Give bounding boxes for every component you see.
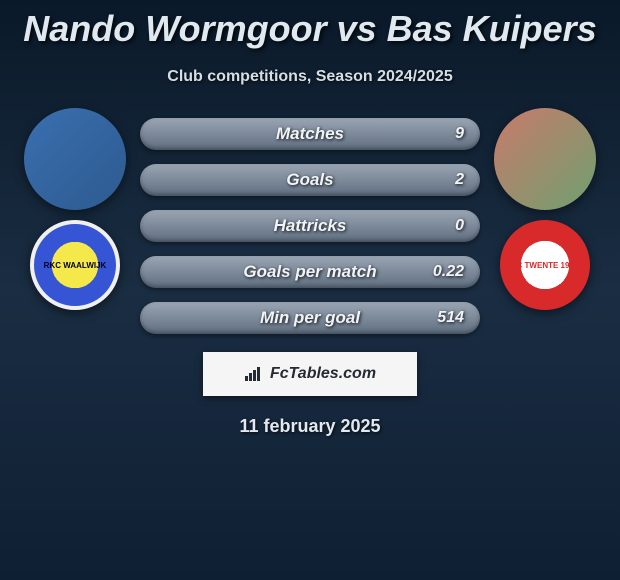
stat-row-matches: Matches 9 xyxy=(140,118,480,150)
stat-value-right: 0 xyxy=(455,217,464,235)
stat-row-goals: Goals 2 xyxy=(140,164,480,196)
date-label: 11 february 2025 xyxy=(0,416,620,437)
stats-column: Matches 9 Goals 2 Hattricks 0 Goals per … xyxy=(140,118,480,334)
stat-value-right: 2 xyxy=(455,171,464,189)
stat-row-goals-per-match: Goals per match 0.22 xyxy=(140,256,480,288)
stat-value-right: 0.22 xyxy=(433,263,464,281)
team-badge-left-label: RKC WAALWIJK xyxy=(44,261,107,270)
left-column: RKC WAALWIJK xyxy=(20,108,130,310)
brand-label: FcTables.com xyxy=(270,365,376,383)
page-title: Nando Wormgoor vs Bas Kuipers xyxy=(0,0,620,50)
stat-label: Min per goal xyxy=(260,308,360,328)
stat-label: Goals xyxy=(286,170,333,190)
brand-box[interactable]: FcTables.com xyxy=(203,352,417,396)
stat-value-right: 514 xyxy=(437,309,464,327)
subtitle: Club competitions, Season 2024/2025 xyxy=(0,68,620,86)
stat-row-hattricks: Hattricks 0 xyxy=(140,210,480,242)
team-badge-left: RKC WAALWIJK xyxy=(30,220,120,310)
stat-label: Hattricks xyxy=(274,216,347,236)
stat-label: Matches xyxy=(276,124,344,144)
team-badge-right: FC TWENTE 1965 xyxy=(500,220,590,310)
right-column: FC TWENTE 1965 xyxy=(490,108,600,310)
player-avatar-right xyxy=(494,108,596,210)
comparison-row: RKC WAALWIJK Matches 9 Goals 2 Hattricks… xyxy=(0,108,620,334)
player-avatar-left xyxy=(24,108,126,210)
stat-row-min-per-goal: Min per goal 514 xyxy=(140,302,480,334)
stat-label: Goals per match xyxy=(243,262,376,282)
team-badge-right-label: FC TWENTE 1965 xyxy=(512,261,579,270)
chart-icon xyxy=(244,366,264,382)
stat-value-right: 9 xyxy=(455,125,464,143)
